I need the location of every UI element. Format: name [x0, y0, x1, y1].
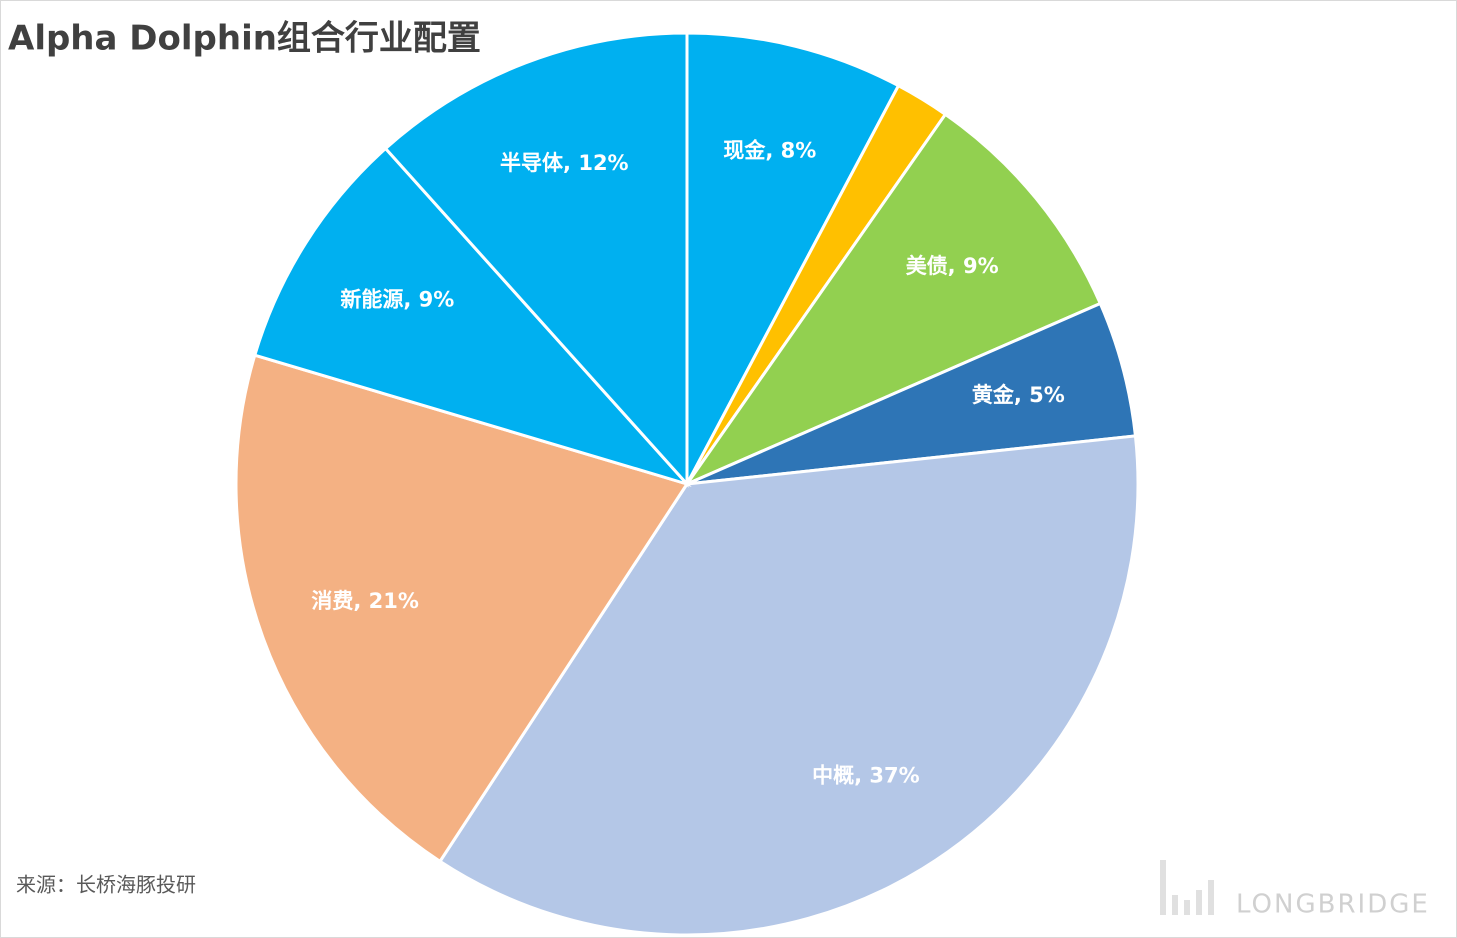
data-label: 中概, 37%: [812, 763, 920, 787]
pie-slice: [383, 31, 689, 488]
data-label: 美债, 9%: [906, 254, 999, 278]
pie-slice: [234, 353, 690, 864]
data-label: 现金, 8%: [723, 138, 816, 162]
data-label: 新能源, 9%: [340, 288, 454, 312]
source-note: 来源：长桥海豚投研: [16, 873, 196, 897]
chart-title: Alpha Dolphin组合行业配置: [8, 19, 481, 59]
brand-text: LONGBRIDGE: [1236, 890, 1430, 920]
pie-slice: [682, 112, 1103, 488]
data-label: 消费, 21%: [311, 589, 419, 613]
pie-slice: [685, 31, 901, 485]
data-label: 黄金, 5%: [972, 383, 1065, 407]
pie: 现金, 8% 美债, 9% 黄金, 5% 中概, 37% 消费, 21% 新能源, 9% 半…: [234, 31, 1140, 937]
pie-slice: [252, 146, 692, 487]
brand-logo: LONGBRIDGE: [1160, 860, 1430, 920]
data-label: 半导体, 12%: [500, 151, 629, 175]
pie-slice: [437, 434, 1140, 937]
